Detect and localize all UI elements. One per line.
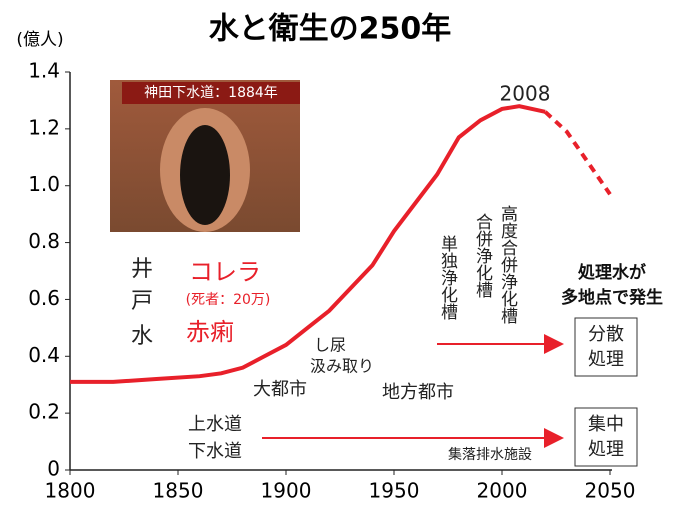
annotation: し尿 (314, 336, 346, 355)
annotation: 戸 (131, 289, 153, 314)
annotation: 井 (131, 257, 153, 282)
population-line (70, 104, 546, 384)
annotation: 多地点で発生 (561, 287, 663, 308)
annotation: 2008 (500, 82, 551, 106)
photo-tunnel (180, 125, 230, 225)
annotation: 地方都市 (382, 382, 454, 403)
annotation: 水 (131, 324, 153, 349)
annotation-vertical: 合併浄化槽 (472, 213, 493, 298)
annotation: 分散 (588, 324, 624, 345)
annotation: (死者：20万) (186, 292, 271, 308)
box-distributed (574, 317, 638, 377)
y-tick-label: 0.8 (28, 229, 60, 253)
annotation: 神田下水道：1884年 (144, 85, 278, 101)
y-tick-label: 0.4 (28, 343, 60, 367)
y-tick-label: 0.2 (28, 400, 60, 424)
annotation: 処理 (588, 349, 624, 370)
y-tick-label: 1.2 (28, 115, 60, 139)
y-tick-label: 1.4 (28, 59, 60, 83)
y-tick-label: 1.0 (28, 172, 60, 196)
x-tick-label: 1850 (153, 479, 204, 503)
annotation: 処理水が (577, 262, 646, 283)
y-tick-label: 0 (47, 457, 60, 481)
population-line (543, 110, 612, 196)
y-unit: (億人) (16, 30, 63, 50)
annotation-vertical: 単独浄化槽 (437, 235, 458, 320)
chart-title: 水と衛生の250年 (209, 12, 452, 47)
annotation: 下水道 (188, 441, 242, 462)
annotation-vertical: 高度合併浄化槽 (497, 205, 518, 324)
caption-bg (122, 82, 300, 104)
annotation: 上水道 (188, 414, 242, 435)
annotation: 大都市 (253, 379, 307, 400)
annotation: 赤痢 (186, 318, 234, 346)
box-central (574, 407, 638, 467)
x-tick-label: 1950 (369, 479, 420, 503)
annotation: コレラ (189, 258, 261, 286)
annotation: 集落排水施設 (448, 446, 532, 463)
annotation: 処理 (588, 439, 624, 460)
y-tick-label: 0.6 (28, 286, 60, 310)
annotation: 汲み取り (310, 357, 374, 376)
x-tick-label: 1800 (45, 479, 96, 503)
x-tick-label: 2050 (585, 479, 636, 503)
x-tick-label: 1900 (261, 479, 312, 503)
annotation: 集中 (588, 414, 624, 435)
x-tick-label: 2000 (477, 479, 528, 503)
